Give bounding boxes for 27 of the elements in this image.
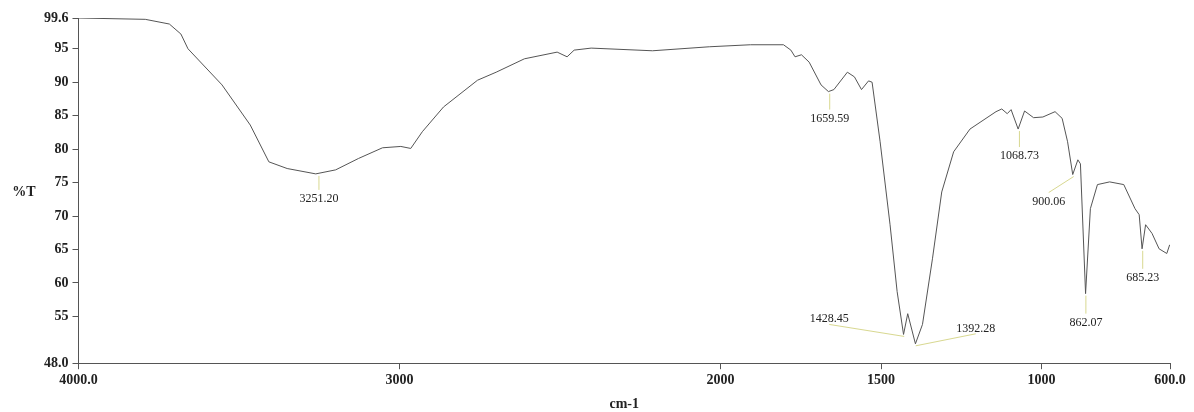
x-tick-label: 600.0: [1154, 372, 1186, 388]
x-tick-label: 1000: [1027, 372, 1056, 388]
annotation: 900.06: [1032, 193, 1066, 208]
y-tick-label: 60: [54, 274, 69, 290]
annotation: 1392.28: [956, 320, 996, 335]
y-tick-label: 55: [54, 307, 69, 323]
y-tick-label: 85: [54, 107, 69, 123]
annotation: 862.07: [1069, 314, 1103, 329]
y-tick-label: 70: [54, 207, 69, 223]
annotation: 1428.45: [809, 311, 849, 326]
y-tick-label: 99.6: [44, 9, 69, 25]
x-tick-label: 1500: [867, 372, 896, 388]
y-tick-label: 65: [54, 241, 69, 257]
y-tick-label: 48.0: [44, 354, 69, 370]
y-tick-label: 95: [54, 40, 69, 56]
y-tick-label: 80: [54, 140, 69, 156]
annotation: 1659.59: [810, 110, 850, 125]
annotation: 685.23: [1126, 269, 1160, 284]
x-axis-title: cm-1: [609, 396, 640, 411]
y-axis-title: %T: [12, 183, 37, 199]
annotation: 1068.73: [999, 148, 1039, 163]
annotation: 3251.20: [299, 190, 339, 205]
y-tick-label: 75: [54, 174, 69, 190]
x-tick-label: 2000: [706, 372, 735, 388]
y-tick-label: 90: [54, 73, 69, 89]
x-tick-label: 3000: [385, 372, 414, 388]
x-tick-label: 4000.0: [59, 372, 98, 388]
